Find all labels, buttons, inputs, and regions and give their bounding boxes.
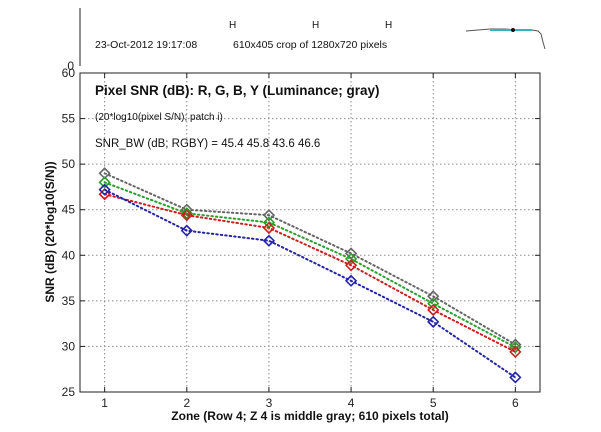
header-marker-2: H bbox=[312, 20, 319, 31]
thumbnail-curve bbox=[465, 28, 546, 50]
y-tick-label: 25 bbox=[62, 385, 76, 399]
data-point-Y bbox=[509, 338, 522, 351]
data-point-R bbox=[427, 303, 440, 317]
x-tick-label: 5 bbox=[430, 396, 437, 410]
y-tick-label: 35 bbox=[62, 294, 76, 308]
plot-frame bbox=[79, 72, 541, 393]
chart-title: Pixel SNR (dB): R, G, B, Y (Luminance; g… bbox=[95, 83, 380, 98]
x-tick-label: 6 bbox=[512, 396, 519, 410]
data-point-B bbox=[262, 234, 276, 247]
header-crop-info: 610x405 crop of 1280x720 pixels bbox=[233, 39, 387, 51]
header-strip: 23-Oct-2012 19:17:08 610x405 crop of 128… bbox=[67, 8, 546, 73]
y-tick-label: 40 bbox=[62, 248, 76, 262]
data-point-B bbox=[509, 371, 522, 384]
data-point-B bbox=[344, 274, 358, 287]
data-point-R bbox=[344, 259, 358, 272]
series-line-G bbox=[103, 181, 517, 349]
x-tick-label: 3 bbox=[266, 396, 273, 410]
data-point-B bbox=[98, 183, 111, 196]
x-tick-label: 1 bbox=[101, 396, 108, 410]
data-point-Y bbox=[262, 209, 276, 222]
y-tick-label: 30 bbox=[62, 339, 76, 353]
series-B bbox=[98, 183, 522, 384]
thumbnail-marker bbox=[511, 28, 515, 32]
data-point-G bbox=[180, 207, 193, 220]
y-tick-label: 50 bbox=[62, 157, 76, 171]
x-tick-label: 2 bbox=[183, 396, 190, 410]
x-axis-title: Zone (Row 4; Z 4 is middle gray; 610 pix… bbox=[171, 409, 448, 423]
data-point-B bbox=[180, 224, 193, 237]
series-layer bbox=[98, 167, 522, 384]
data-point-R bbox=[509, 345, 522, 359]
y-tick-label: 60 bbox=[62, 66, 76, 80]
series-line-B bbox=[103, 188, 517, 379]
annotation-snr-bw: SNR_BW (dB; RGBY) = 45.4 45.8 43.6 46.6 bbox=[95, 138, 320, 150]
series-line-Y bbox=[103, 172, 517, 346]
data-point-B bbox=[427, 315, 440, 328]
y-tick-label: 45 bbox=[62, 203, 76, 217]
data-point-G bbox=[344, 252, 358, 266]
data-point-R bbox=[262, 221, 276, 235]
data-point-G bbox=[509, 341, 522, 354]
series-line-R bbox=[103, 193, 517, 353]
data-point-R bbox=[180, 209, 193, 222]
data-point-G bbox=[98, 176, 111, 189]
data-point-R bbox=[98, 188, 111, 201]
y-tick-label: 55 bbox=[62, 112, 76, 126]
y-axis-title: SNR (dB) (20*log10(S/N)) bbox=[43, 161, 57, 302]
x-tick-label: 4 bbox=[348, 396, 355, 410]
header-marker-1: H bbox=[229, 20, 236, 31]
annotation-formula: (20*log10(pixel S/N); patch i) bbox=[95, 112, 223, 123]
header-marker-3: H bbox=[385, 20, 392, 31]
series-G bbox=[98, 176, 522, 354]
series-R bbox=[98, 188, 522, 359]
data-point-G bbox=[427, 297, 440, 310]
upper-axis-zero-label: 0 bbox=[67, 59, 74, 73]
data-point-Y bbox=[344, 247, 358, 260]
data-point-Y bbox=[427, 290, 440, 303]
header-timestamp: 23-Oct-2012 19:17:08 bbox=[95, 39, 197, 51]
